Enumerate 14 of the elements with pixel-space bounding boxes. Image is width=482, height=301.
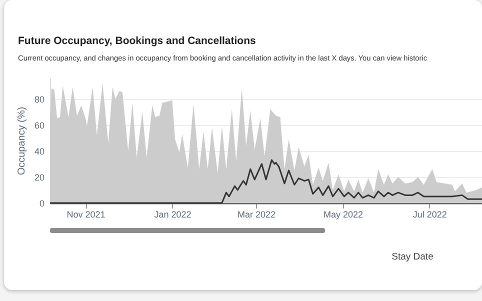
y-tick-label: 60 — [34, 120, 44, 130]
x-tick-label: Jan 2022 — [154, 210, 192, 220]
x-axis-title: Stay Date — [392, 252, 434, 262]
x-tick-label: May 2022 — [323, 210, 363, 220]
x-tick-label: Mar 2022 — [238, 210, 276, 220]
y-tick-label: 40 — [34, 146, 44, 156]
y-tick-label: 0 — [39, 198, 44, 208]
y-tick-label: 20 — [34, 172, 44, 182]
chart-title: Future Occupancy, Bookings and Cancellations — [18, 35, 256, 48]
x-tick-label: Nov 2021 — [66, 210, 106, 220]
y-tick-label: 80 — [34, 94, 44, 104]
x-tick-label: Jul 2022 — [412, 210, 447, 220]
line-series — [49, 159, 482, 204]
y-axis-title: Occupancy (%) — [16, 106, 28, 176]
